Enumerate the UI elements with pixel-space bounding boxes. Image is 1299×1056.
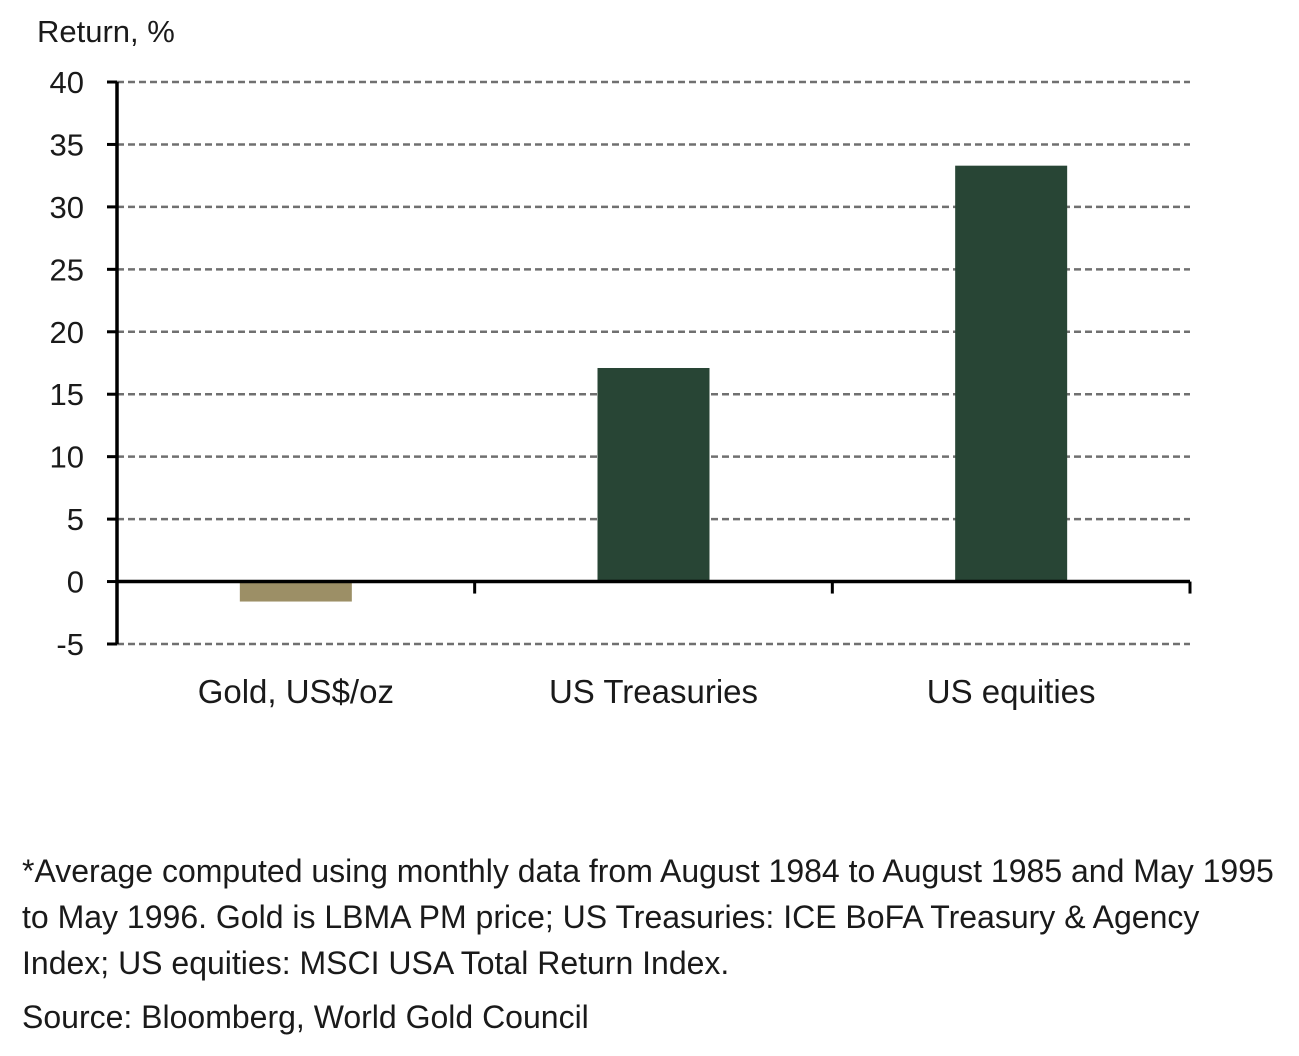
x-tick-label: Gold, US$/oz	[198, 673, 394, 710]
bar-us-equities	[955, 165, 1068, 582]
y-tick-label: 20	[50, 315, 84, 350]
y-tick-label: 5	[67, 502, 84, 537]
x-tick-label: US Treasuries	[549, 673, 758, 710]
bar-gold-us-oz	[239, 581, 352, 602]
y-tick-label: 0	[67, 565, 84, 600]
x-axis-labels: Gold, US$/oz US Treasuries US equities	[198, 673, 1096, 710]
y-tick-label: 10	[50, 440, 84, 475]
y-tick-label: -5	[56, 627, 84, 662]
y-tick-label: 40	[50, 65, 84, 100]
y-tick-label: 30	[50, 190, 84, 225]
y-axis-label: Return, %	[37, 14, 175, 49]
bar-chart: Return, % 40 35 30 25 20 15 10 5 0 -5 Gold, US$/o…	[37, 14, 1192, 710]
y-tick-label: 15	[50, 377, 84, 412]
bars	[239, 165, 1068, 602]
y-tick-label: 35	[50, 127, 84, 162]
footnote: *Average computed using monthly data fro…	[22, 853, 1274, 981]
y-tick-label: 25	[50, 252, 84, 287]
y-axis-ticks: 40 35 30 25 20 15 10 5 0 -5	[50, 65, 117, 662]
bar-us-treasuries	[597, 367, 710, 582]
axes	[115, 82, 1192, 644]
x-tick-label: US equities	[927, 673, 1096, 710]
source-note: Source: Bloomberg, World Gold Council	[22, 999, 589, 1035]
